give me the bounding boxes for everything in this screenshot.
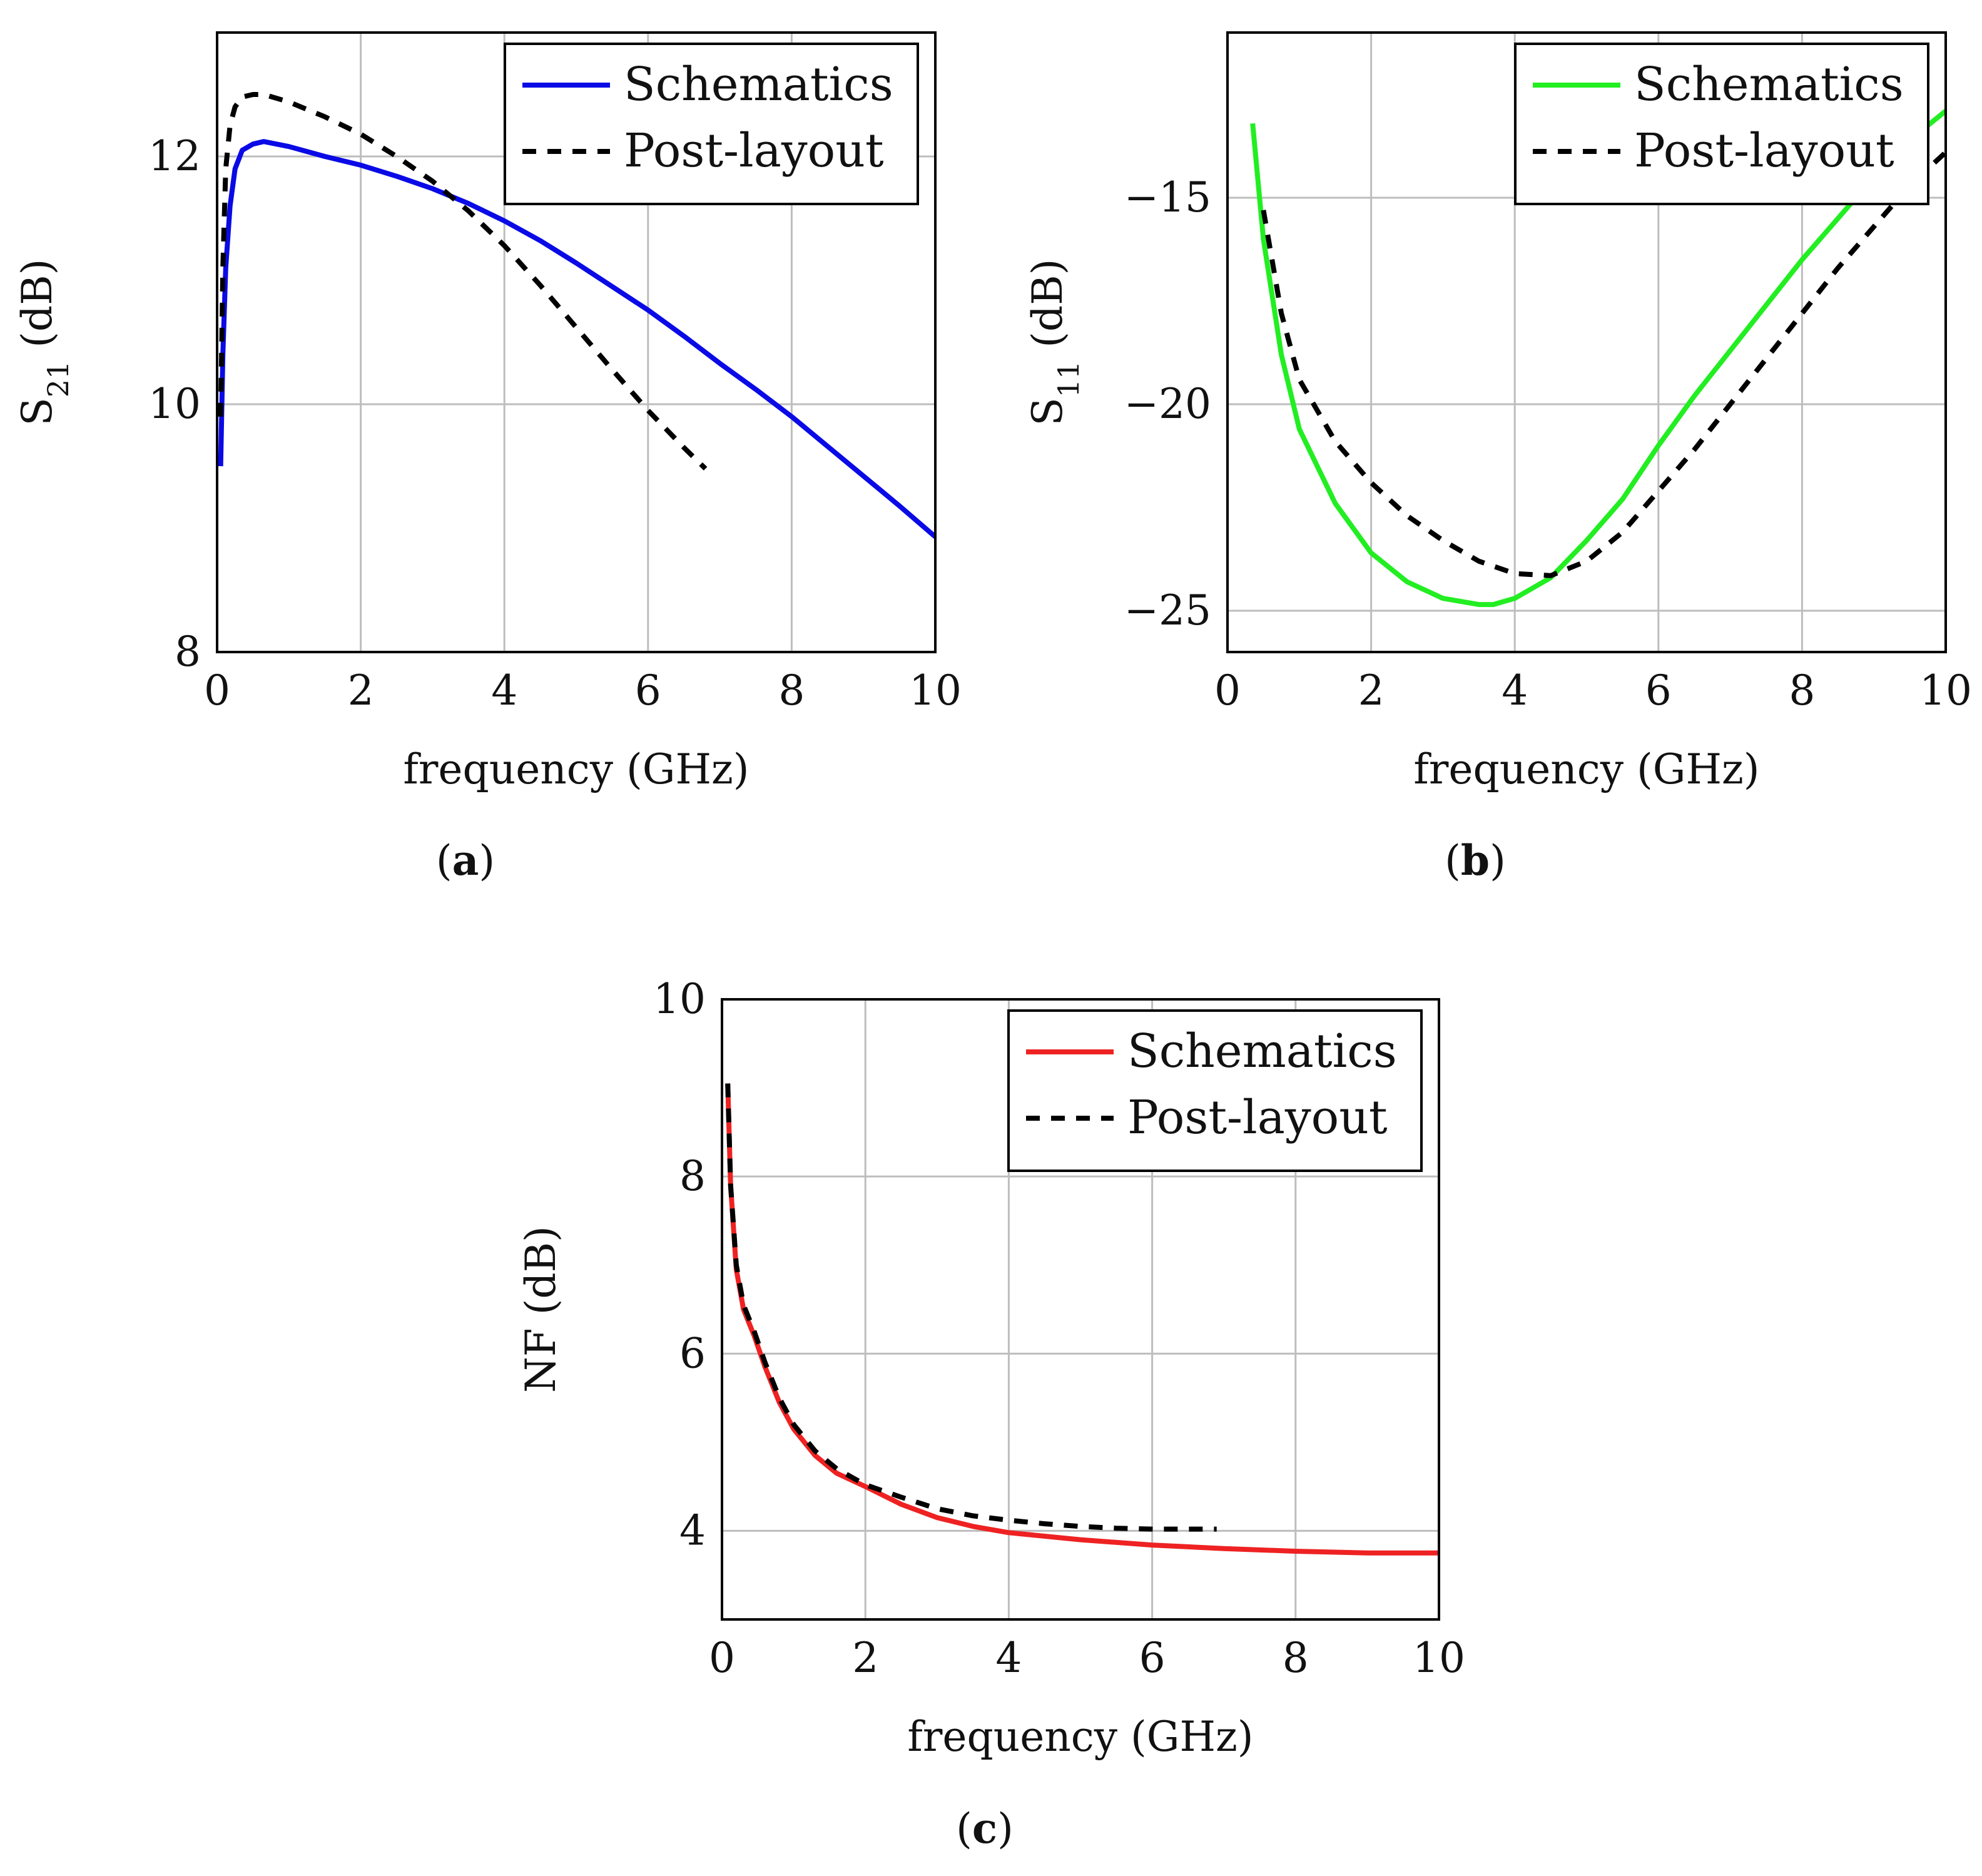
x-tick-label: 2 [348, 666, 374, 715]
legend: Schematics Post-layout [1007, 1009, 1423, 1172]
y-tick-label: −25 [1124, 586, 1211, 635]
legend-label: Post-layout [624, 124, 884, 178]
plot-frame [1226, 31, 1947, 653]
x-tick-label: 10 [909, 666, 962, 715]
x-tick-label: 6 [1139, 1634, 1166, 1682]
x-tick-label: 4 [491, 666, 517, 715]
legend-box [504, 43, 919, 205]
panel-caption: (b) [1445, 836, 1506, 885]
x-tick-label: 2 [1358, 666, 1385, 715]
x-tick-label: 4 [1502, 666, 1528, 715]
x-tick-label: 0 [1214, 666, 1241, 715]
y-tick-label: −20 [1124, 380, 1211, 428]
y-tick-label: 4 [679, 1506, 706, 1554]
x-tick-label: 10 [1413, 1634, 1465, 1682]
y-tick-label: 8 [679, 1152, 706, 1200]
series-group [725, 1083, 1439, 1556]
legend: Schematics Post-layout [504, 43, 919, 205]
series-group [1250, 109, 1946, 608]
legend-label: Post-layout [1127, 1091, 1388, 1144]
y-axis-label: S11 (dB) [1024, 259, 1085, 426]
chart-c: 0 2 4 6 8 10 4 6 8 10 frequency (GHz) NF (dB) Schema… [517, 975, 1465, 1853]
y-tick-label: 12 [148, 132, 201, 180]
x-tick-label: 6 [1645, 666, 1672, 715]
panel-caption: (a) [436, 836, 495, 885]
x-axis-label: frequency (GHz) [403, 745, 749, 793]
x-axis-label: frequency (GHz) [907, 1713, 1253, 1761]
y-tick-label: 8 [175, 628, 201, 676]
legend-label: Schematics [1127, 1024, 1397, 1078]
x-axis-label: frequency (GHz) [1413, 745, 1759, 793]
x-tick-label: 0 [709, 1634, 735, 1682]
legend-box [1514, 43, 1929, 205]
y-axis-label: S21 (dB) [13, 259, 75, 426]
legend-box [1007, 1009, 1423, 1172]
series-line-schematics [218, 139, 935, 539]
y-tick-label: 6 [679, 1329, 706, 1377]
legend-label: Schematics [1634, 58, 1904, 111]
legend: Schematics Post-layout [1514, 43, 1929, 205]
chart-a: 0 2 4 6 8 10 8 10 12 frequency (GHz) S21 (dB) Schem… [13, 31, 962, 885]
x-tick-label: 2 [852, 1634, 878, 1682]
y-tick-label: 10 [653, 975, 706, 1023]
y-tick-label: 10 [148, 380, 201, 428]
plot-frame [721, 998, 1440, 1621]
x-tick-label: 10 [1919, 666, 1972, 715]
legend-label: Schematics [624, 58, 893, 111]
chart-b: 0 2 4 6 8 10 −25 −20 −15 frequency (GHz) S11 (dB) S… [1024, 31, 1972, 885]
x-tick-label: 4 [995, 1634, 1022, 1682]
series-group [218, 92, 935, 539]
y-tick-label: −15 [1124, 173, 1211, 222]
y-axis-label: NF (dB) [517, 1226, 565, 1393]
x-tick-label: 6 [635, 666, 661, 715]
plot-frame [216, 31, 937, 653]
panel-caption: (c) [956, 1804, 1014, 1853]
series-line-post-layout [218, 92, 708, 471]
x-tick-label: 8 [1789, 666, 1815, 715]
x-tick-label: 8 [1283, 1634, 1309, 1682]
x-tick-label: 8 [778, 666, 805, 715]
legend-label: Post-layout [1634, 124, 1894, 178]
series-line-post-layout [725, 1083, 1217, 1532]
series-line-post-layout [1261, 150, 1946, 578]
x-tick-label: 0 [204, 666, 230, 715]
